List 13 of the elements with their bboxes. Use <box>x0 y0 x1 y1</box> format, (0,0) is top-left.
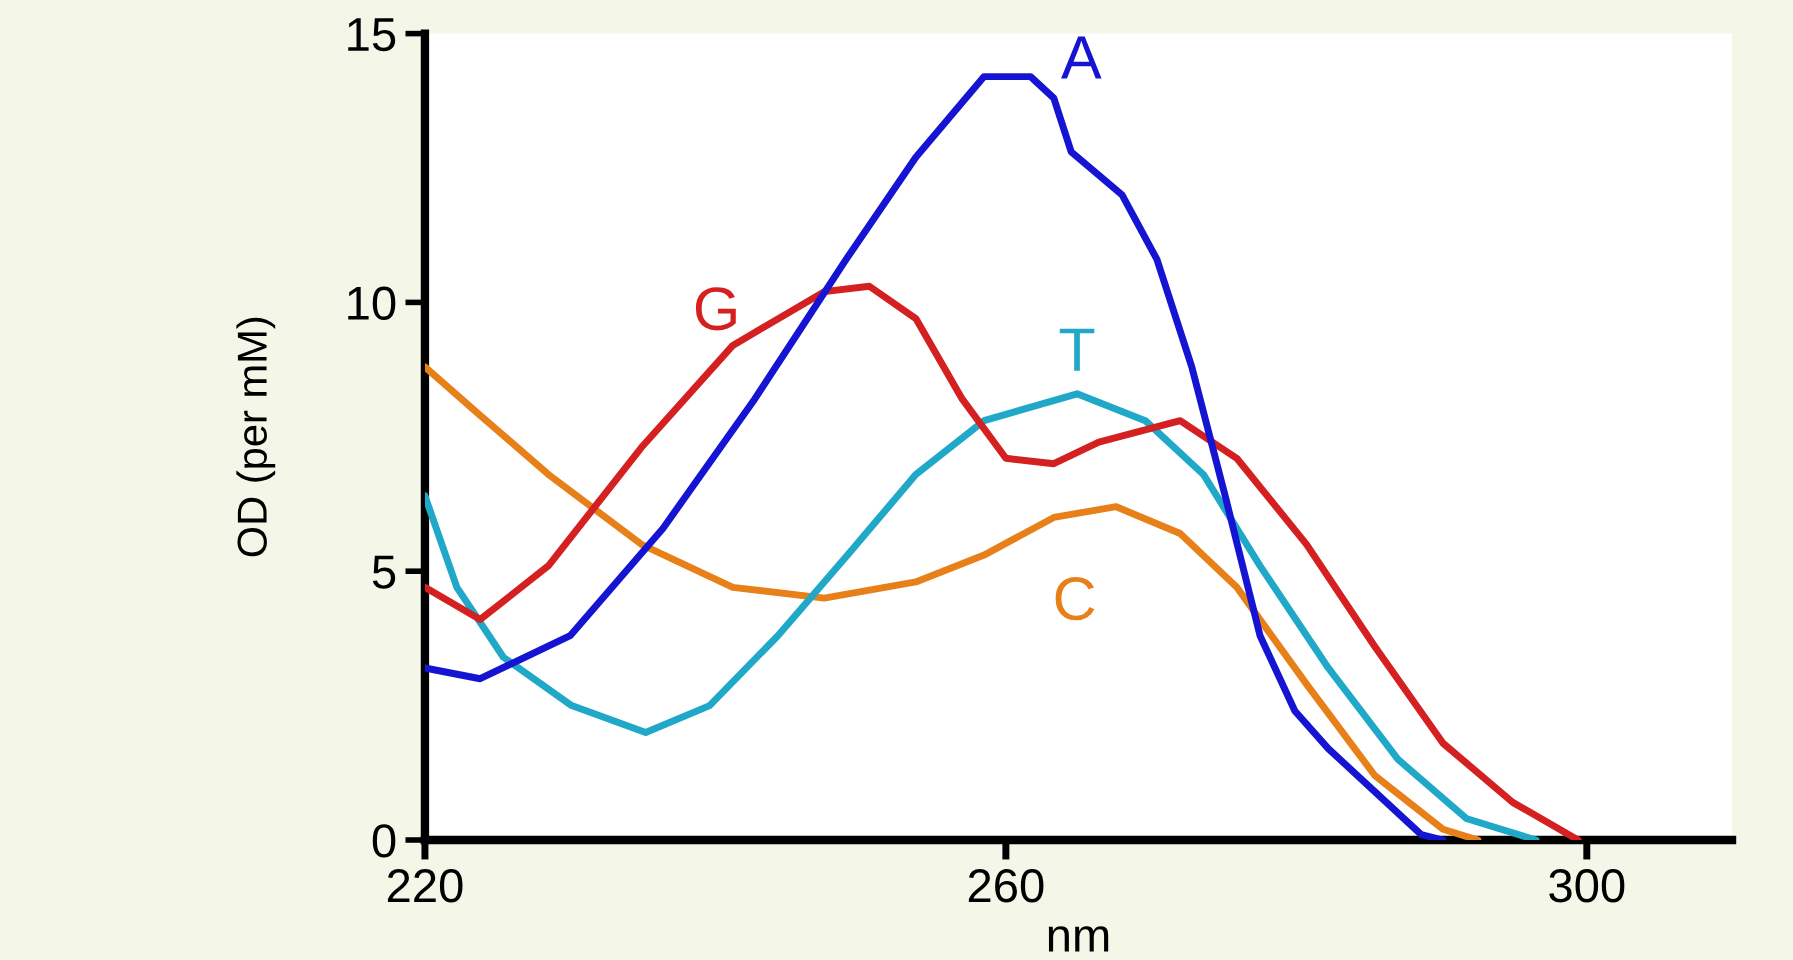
y-tick-label: 15 <box>348 18 396 52</box>
series-label: C <box>1055 577 1095 621</box>
y-tick-label: 10 <box>348 286 396 320</box>
y-axis-title: OD (per mM) <box>236 317 276 557</box>
series-label: G <box>695 287 736 331</box>
y-tick-label: 0 <box>372 824 396 858</box>
x-tick-label: 300 <box>1549 869 1625 903</box>
x-tick-label: 220 <box>387 869 463 903</box>
x-tick-label: 260 <box>968 869 1044 903</box>
series-label: A <box>1061 36 1102 79</box>
x-axis-title: nm <box>1048 926 1109 952</box>
series-label: T <box>1059 328 1095 371</box>
y-tick-label: 5 <box>372 555 396 589</box>
